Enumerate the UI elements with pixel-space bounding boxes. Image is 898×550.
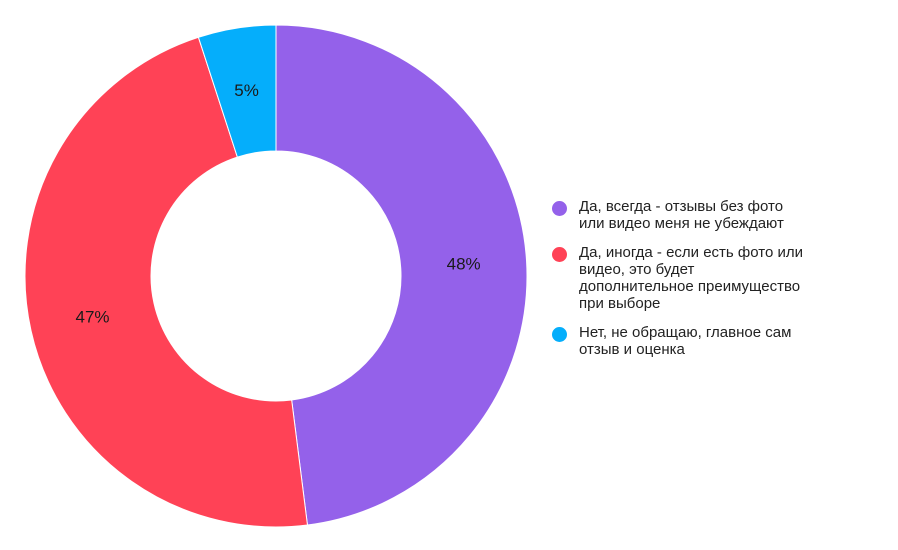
slice-label-2: 47% xyxy=(76,308,110,327)
slice-label-3: 5% xyxy=(234,81,259,100)
legend-item-2: Да, иногда - если есть фото или видео, э… xyxy=(552,244,872,312)
donut-slices xyxy=(24,24,528,528)
legend-label-2: Да, иногда - если есть фото или видео, э… xyxy=(579,244,803,312)
legend-label-3: Нет, не обращаю, главное сам отзыв и оце… xyxy=(579,324,792,358)
legend-item-1: Да, всегда - отзывы без фото или видео м… xyxy=(552,198,872,232)
donut-data-labels: 48% 47% 5% xyxy=(76,81,481,327)
donut-slice-3 xyxy=(197,24,277,158)
legend-marker-3 xyxy=(552,327,567,342)
donut-slice-2 xyxy=(24,36,309,528)
legend-label-1: Да, всегда - отзывы без фото или видео м… xyxy=(579,198,784,232)
legend-marker-2 xyxy=(552,247,567,262)
donut-slice-1 xyxy=(275,24,528,526)
legend-marker-1 xyxy=(552,201,567,216)
slice-label-1: 48% xyxy=(447,255,481,274)
legend-item-3: Нет, не обращаю, главное сам отзыв и оце… xyxy=(552,324,872,358)
chart-legend: Да, всегда - отзывы без фото или видео м… xyxy=(552,198,872,370)
